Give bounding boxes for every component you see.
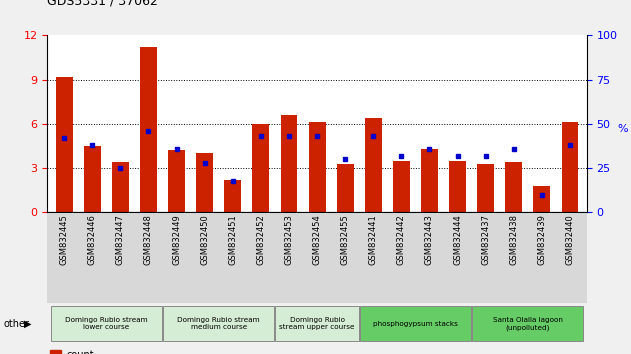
Text: GSM832438: GSM832438 (509, 214, 518, 265)
Bar (281, 115, 297, 212)
Bar (168, 150, 185, 212)
Text: GSM832437: GSM832437 (481, 214, 490, 265)
FancyBboxPatch shape (50, 306, 162, 341)
Text: phosphogypsum stacks: phosphogypsum stacks (373, 321, 458, 327)
Bar (50, 350, 61, 354)
Text: GSM832445: GSM832445 (60, 214, 69, 265)
Text: GSM832449: GSM832449 (172, 214, 181, 265)
FancyBboxPatch shape (276, 306, 358, 341)
Bar (84, 146, 101, 212)
Bar (56, 77, 73, 212)
Text: count: count (66, 350, 94, 354)
Text: Domingo Rubio stream
lower course: Domingo Rubio stream lower course (65, 318, 148, 330)
Text: GSM832442: GSM832442 (397, 214, 406, 265)
Bar (196, 153, 213, 212)
Text: Santa Olalla lagoon
(unpolluted): Santa Olalla lagoon (unpolluted) (493, 317, 563, 331)
Bar (252, 124, 269, 212)
Text: GSM832446: GSM832446 (88, 214, 97, 265)
Bar (365, 118, 382, 212)
Text: GSM832444: GSM832444 (453, 214, 462, 265)
Text: GSM832455: GSM832455 (341, 214, 350, 265)
Text: GDS5331 / 37062: GDS5331 / 37062 (47, 0, 158, 7)
FancyBboxPatch shape (163, 306, 274, 341)
Bar (421, 149, 438, 212)
Text: GSM832443: GSM832443 (425, 214, 434, 265)
Text: GSM832454: GSM832454 (312, 214, 322, 265)
Text: GSM832453: GSM832453 (285, 214, 293, 265)
Text: GSM832441: GSM832441 (369, 214, 378, 265)
FancyBboxPatch shape (472, 306, 584, 341)
Bar (393, 161, 410, 212)
Bar (225, 180, 241, 212)
Text: GSM832452: GSM832452 (256, 214, 266, 265)
Bar (337, 164, 353, 212)
Bar (505, 162, 522, 212)
Text: GSM832448: GSM832448 (144, 214, 153, 265)
Text: GSM832439: GSM832439 (538, 214, 546, 265)
FancyBboxPatch shape (360, 306, 471, 341)
Text: GSM832440: GSM832440 (565, 214, 574, 265)
Bar (112, 162, 129, 212)
Bar (477, 164, 494, 212)
Bar (562, 122, 579, 212)
Text: Domingo Rubio
stream upper course: Domingo Rubio stream upper course (280, 318, 355, 330)
Text: GSM832447: GSM832447 (116, 214, 125, 265)
Text: other: other (3, 319, 29, 329)
Text: GSM832451: GSM832451 (228, 214, 237, 265)
Bar (309, 122, 326, 212)
Text: ▶: ▶ (24, 319, 32, 329)
Bar (47, 214, 587, 303)
Bar (449, 161, 466, 212)
Text: GSM832450: GSM832450 (200, 214, 209, 265)
Y-axis label: %: % (618, 124, 628, 134)
Bar (533, 186, 550, 212)
Bar (140, 47, 157, 212)
Text: Domingo Rubio stream
medium course: Domingo Rubio stream medium course (177, 318, 260, 330)
